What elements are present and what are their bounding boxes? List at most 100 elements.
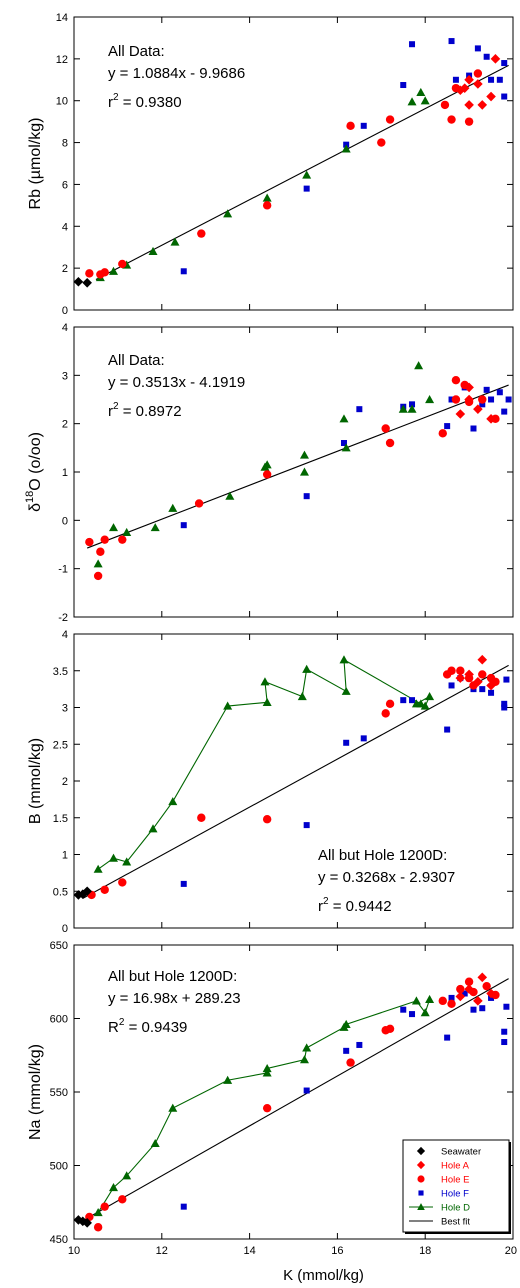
- hole-e-point: [464, 977, 474, 986]
- hole-e-point: [118, 535, 127, 544]
- r-squared: r2 = 0.9442: [318, 896, 392, 915]
- annotation-label: All but Hole 1200D:: [318, 847, 447, 864]
- best-fit-line: [82, 664, 509, 899]
- hole-f-point: [503, 1003, 510, 1010]
- panel-4: 450 500 550 600 650 10 12 14 16 18 20 Na (mmol/kg) A…: [27, 940, 517, 1284]
- hole-f-point: [479, 686, 486, 693]
- hole-d-point: [148, 246, 158, 255]
- y-tick-label: 3: [62, 703, 68, 715]
- hole-f-point: [461, 990, 468, 997]
- hole-a-point: [477, 972, 488, 983]
- hole-f-point: [470, 425, 477, 432]
- y-tick-label: 6: [62, 179, 68, 191]
- x-tick-label: 10: [68, 1245, 80, 1257]
- hole-f-point: [501, 93, 508, 100]
- hole-e-point: [100, 885, 109, 894]
- hole-d-point: [299, 450, 309, 459]
- hole-f-point: [501, 60, 508, 67]
- hole-e-point: [447, 115, 456, 124]
- hole-a-point: [486, 91, 496, 102]
- hole-d-point: [407, 404, 417, 413]
- hole-a-point: [455, 409, 466, 419]
- y-tick-label: 4: [62, 629, 68, 641]
- hole-e-point: [385, 115, 395, 124]
- r-squared: r2 = 0.8972: [108, 401, 182, 420]
- x-tick-label: 12: [156, 1245, 168, 1257]
- hole-e-point: [85, 269, 94, 278]
- hole-f-point: [180, 522, 187, 529]
- legend-label: Hole A: [441, 1161, 470, 1172]
- hole-a-point: [464, 394, 474, 405]
- hole-d-point: [262, 193, 272, 202]
- best-fit-line: [78, 978, 509, 1224]
- hole-d-point: [341, 144, 351, 153]
- y-tick-label: 10: [56, 96, 68, 108]
- hole-d-point: [109, 853, 119, 862]
- hole-f-point: [483, 386, 490, 393]
- regression-equation: y = 0.3268x - 2.9307: [318, 869, 455, 886]
- hole-d-point: [411, 699, 421, 708]
- legend: Seawater Hole A Hole E Hole F Hole D Best fit: [402, 1139, 511, 1234]
- y-tick-label: 4: [62, 322, 68, 334]
- hole-d-point: [416, 87, 426, 96]
- hole-d-point: [122, 1171, 132, 1180]
- hole-f-point: [360, 122, 367, 129]
- hole-e-point: [262, 470, 272, 479]
- hole-d-point: [122, 527, 132, 537]
- regression-equation: y = 1.0884x - 9.9686: [108, 65, 245, 82]
- hole-e-point: [447, 999, 456, 1008]
- hole-f-point: [303, 185, 310, 192]
- x-tick-label: 18: [419, 1245, 431, 1257]
- hole-d-point: [425, 395, 435, 404]
- hole-e-point: [118, 878, 127, 887]
- y-tick-label: 3.5: [53, 666, 68, 678]
- hole-f-point: [180, 880, 187, 887]
- x-tick-label: 16: [331, 1245, 343, 1257]
- hole-a-point: [473, 676, 483, 687]
- hole-e-point: [93, 1223, 103, 1232]
- hole-d-point: [302, 170, 312, 179]
- hole-d-point: [398, 404, 408, 413]
- hole-a-point: [459, 83, 470, 93]
- panel-3: 0 0.5 1 1.5 2 2.5 3 3.5 4 B (mmol/kg) All but Hole…: [27, 629, 514, 935]
- x-tick-label: 14: [243, 1245, 255, 1257]
- legend-label: Hole F: [441, 1189, 469, 1200]
- x-axis-label: K (mmol/kg): [283, 1267, 364, 1284]
- plot-frame: [73, 16, 514, 311]
- hole-d-point: [420, 701, 430, 710]
- y-tick-label: -1: [58, 564, 68, 576]
- hole-e-point: [478, 395, 487, 404]
- y-axis-label: Rb (µmol/kg): [27, 118, 44, 210]
- hole-f-point: [448, 396, 455, 403]
- hole-e-point: [456, 984, 465, 994]
- hole-d-point: [341, 1019, 351, 1028]
- y-tick-label: 1: [62, 467, 68, 479]
- hole-e-point: [100, 268, 109, 277]
- hole-d-point: [407, 97, 417, 106]
- hole-f-point: [444, 726, 451, 733]
- hole-e-point: [478, 670, 487, 679]
- hole-e-point: [385, 699, 395, 709]
- y-tick-label: 4: [62, 221, 68, 233]
- y-tick-label: 2: [62, 263, 68, 275]
- hole-f-point: [400, 1006, 407, 1013]
- y-axis-label: Na (mmol/kg): [27, 1044, 44, 1140]
- y-tick-label: 2: [62, 419, 68, 431]
- hole-d-point: [262, 460, 272, 469]
- legend-swatch: [417, 1175, 425, 1183]
- legend-label: Seawater: [441, 1147, 481, 1158]
- y-tick-label: 550: [50, 1087, 68, 1099]
- y-tick-label: 0: [62, 923, 68, 935]
- hole-d-point: [411, 996, 421, 1005]
- y-tick-label: 1.5: [53, 813, 68, 825]
- hole-d-point: [302, 664, 312, 673]
- hole-d-point: [223, 701, 233, 710]
- hole-e-point: [100, 535, 109, 544]
- hole-f-point: [452, 76, 459, 83]
- hole-d-point: [420, 1008, 430, 1017]
- y-tick-label: 450: [50, 1234, 68, 1246]
- hole-d-point: [109, 523, 119, 532]
- hole-d-point: [262, 697, 272, 706]
- hole-a-point: [464, 669, 474, 680]
